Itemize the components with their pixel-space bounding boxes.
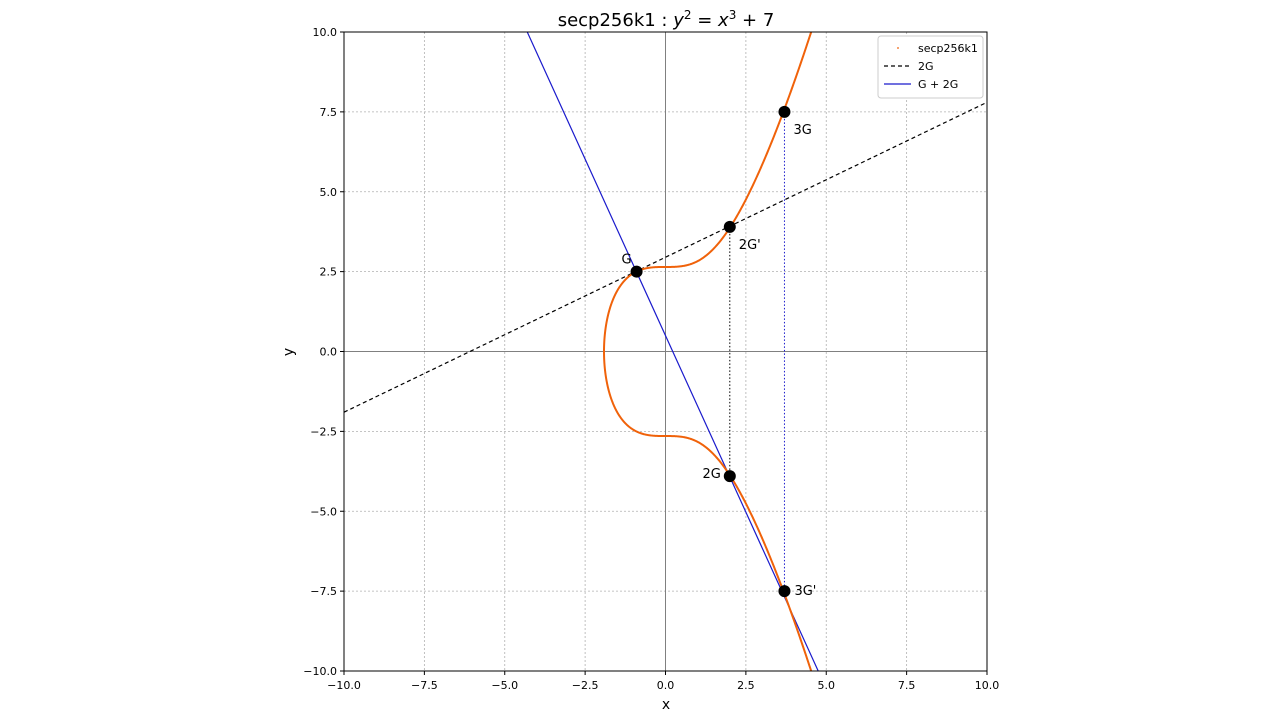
legend-label: secp256k1 [918, 42, 978, 55]
y-tick-label: 7.5 [320, 106, 338, 119]
x-tick-label: −7.5 [411, 679, 438, 692]
x-tick-label: −10.0 [327, 679, 361, 692]
y-tick-label: 5.0 [320, 186, 338, 199]
zero-axes [344, 32, 987, 671]
point-marker [723, 220, 736, 233]
point-marker [778, 105, 791, 118]
x-tick-label: 2.5 [737, 679, 755, 692]
y-tick-label: −10.0 [303, 665, 337, 678]
point-label: 3G' [794, 584, 816, 599]
legend-label: 2G [918, 60, 934, 73]
x-tick-label: 10.0 [975, 679, 1000, 692]
plot-area [344, 32, 987, 671]
title-suffix: + 7 [736, 10, 774, 31]
legend: secp256k1 2G G + 2G [877, 35, 984, 99]
title-y-exp: 2 [684, 8, 692, 22]
title-x-exp: 3 [729, 8, 737, 22]
x-tick-label: −2.5 [572, 679, 599, 692]
y-tick-label: −7.5 [310, 585, 337, 598]
y-tick-label: 2.5 [320, 266, 338, 279]
x-axis-label: x [662, 697, 670, 713]
y-tick-label: 10.0 [313, 26, 338, 39]
point-label: 2G' [739, 238, 761, 253]
point-label: 3G [793, 123, 811, 138]
y-tick-label: −2.5 [310, 425, 337, 438]
legend-box [877, 35, 984, 99]
title-equals: = [692, 10, 719, 31]
x-tick-label: 5.0 [818, 679, 836, 692]
y-ticks: 10.0 7.5 5.0 2.5 0.0 −2.5 −5.0 −7.5 −10.0 [303, 26, 344, 678]
point-label: 2G [702, 467, 720, 482]
point-marker [630, 265, 643, 278]
x-ticks: −10.0 −7.5 −5.0 −2.5 0.0 2.5 5.0 7.5 10.0 [327, 671, 999, 692]
point-marker [778, 585, 791, 598]
point-marker [723, 470, 736, 483]
y-tick-label: 0.0 [320, 346, 338, 359]
points: G 2G' 3G 2G 3G' [621, 105, 816, 599]
y-tick-label: −5.0 [310, 505, 337, 518]
chart-title: secp256k1 : y2 = x3 + 7 [558, 8, 775, 31]
y-axis-label: y [281, 348, 297, 356]
point-label: G [621, 253, 631, 268]
title-prefix: secp256k1 : [558, 10, 674, 31]
x-tick-label: 7.5 [898, 679, 916, 692]
series-curve-secp256k1 [603, 32, 813, 671]
x-tick-label: 0.0 [657, 679, 675, 692]
series-line-g-2g [526, 32, 819, 671]
legend-label: G + 2G [918, 78, 958, 91]
legend-marker [897, 47, 899, 49]
title-y: y [672, 10, 684, 31]
title-x: x [717, 10, 729, 31]
x-tick-label: −5.0 [491, 679, 518, 692]
